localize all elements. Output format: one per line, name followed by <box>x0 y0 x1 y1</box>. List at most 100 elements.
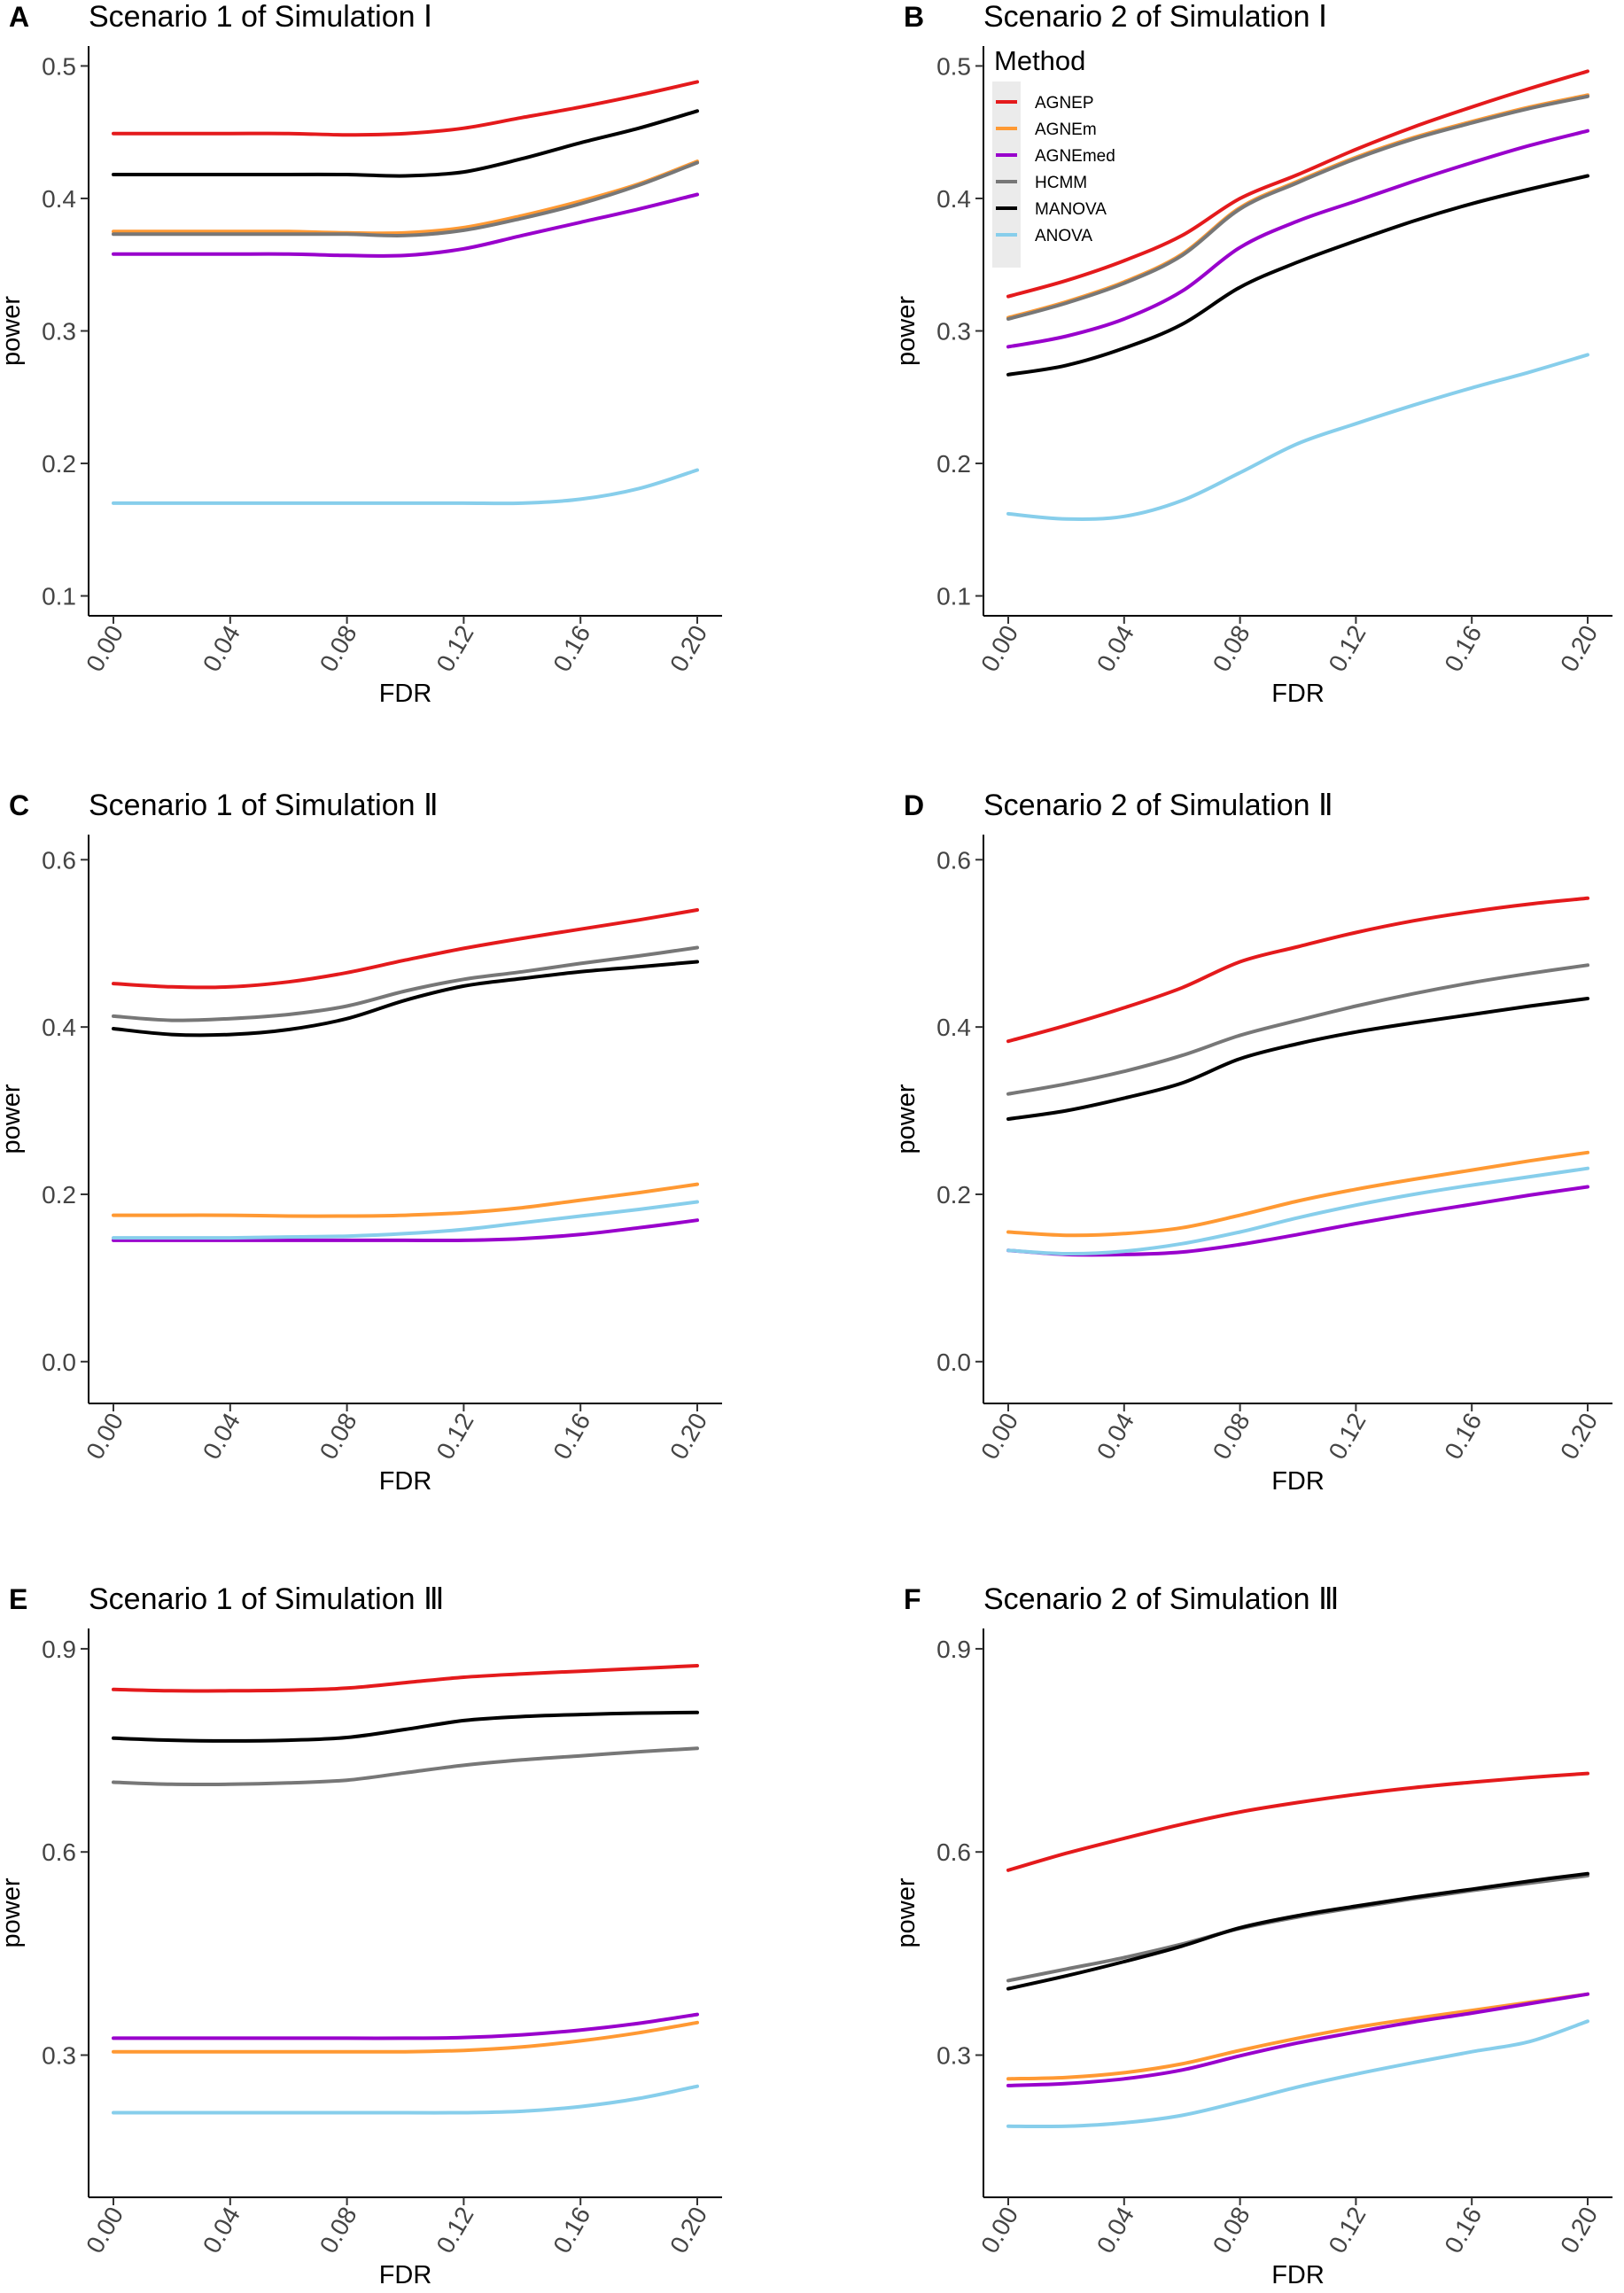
y-tick-label: 0.5 <box>42 52 76 80</box>
series-line-agnemed <box>1006 128 1589 349</box>
y-tick-label: 0.9 <box>42 1636 76 1663</box>
series-line-hcmm <box>112 945 699 1022</box>
panel-letter: A <box>9 1 29 33</box>
legend-key-background <box>992 82 1021 268</box>
x-tick-label: 0.12 <box>431 2203 478 2258</box>
series-line-agnep <box>1006 69 1589 299</box>
y-tick-label: 0.5 <box>936 52 971 80</box>
x-tick-label: 0.16 <box>548 1409 595 1465</box>
panel-letter: E <box>9 1583 27 1615</box>
panel-title: Scenario 2 of Simulation Ⅲ <box>983 1582 1339 1616</box>
y-tick-label: 0.3 <box>936 318 971 346</box>
series-line-hcmm <box>112 1746 699 1787</box>
panel-d: D Scenario 2 of Simulation Ⅱ 0.0 0.2 0.4 0.6 0… <box>892 789 1612 1496</box>
panel-letter: F <box>904 1583 921 1615</box>
y-tick-label: 0.3 <box>42 318 76 346</box>
x-tick-label: 0.16 <box>548 2203 595 2258</box>
y-tick-label: 0.6 <box>936 1838 971 1866</box>
x-tick-label: 0.20 <box>1555 2203 1603 2258</box>
series-line-agnep <box>112 80 699 137</box>
series-line-agnemed <box>112 192 699 258</box>
series-line-agnemed <box>1006 1992 1589 2087</box>
panel-title: Scenario 2 of Simulation Ⅰ <box>983 0 1327 34</box>
legend-label-agnemed: AGNEmed <box>1035 147 1115 166</box>
series-line-agnemed <box>112 1218 699 1243</box>
x-axis-title: FDR <box>1271 2261 1325 2289</box>
series-line-manova <box>112 109 699 178</box>
series-line-agnemed <box>112 2012 699 2040</box>
series-line-manova <box>1006 174 1589 377</box>
y-tick-label: 0.4 <box>936 185 971 213</box>
series-line-manova <box>112 960 699 1038</box>
y-tick-label: 0.0 <box>936 1349 971 1376</box>
x-tick-label: 0.16 <box>1439 2203 1487 2258</box>
y-tick-label: 0.9 <box>936 1636 971 1663</box>
legend-label-agnep: AGNEP <box>1035 94 1094 113</box>
series-line-agnemed <box>1006 1185 1589 1257</box>
x-tick-label: 0.00 <box>81 621 128 677</box>
y-tick-label: 0.6 <box>936 846 971 874</box>
y-tick-label: 0.3 <box>936 2042 971 2070</box>
panel-title: Scenario 1 of Simulation Ⅲ <box>89 1582 444 1616</box>
legend-label-manova: MANOVA <box>1035 200 1107 219</box>
legend-label-anova: ANOVA <box>1035 227 1092 245</box>
y-tick-label: 0.3 <box>42 2042 76 2070</box>
series-line-agnep <box>112 908 699 990</box>
panel-f: F Scenario 2 of Simulation Ⅲ 0.3 0.6 0.9 0.00… <box>892 1582 1612 2289</box>
x-tick-label: 0.00 <box>81 1409 128 1465</box>
series-line-hcmm <box>1006 94 1589 321</box>
y-tick-label: 0.0 <box>42 1349 76 1376</box>
panel-c: C Scenario 1 of Simulation Ⅱ 0.0 0.2 0.4 0.6 0… <box>0 789 722 1496</box>
x-tick-label: 0.16 <box>548 621 595 677</box>
series-line-hcmm <box>1006 963 1589 1096</box>
series-line-agnem <box>1006 1992 1589 2081</box>
y-axis-title: power <box>0 296 26 366</box>
x-tick-label: 0.04 <box>1092 1409 1139 1465</box>
y-tick-label: 0.6 <box>42 846 76 874</box>
x-axis-title: FDR <box>1271 1467 1325 1496</box>
x-tick-label: 0.12 <box>1323 2203 1371 2258</box>
series-line-anova <box>112 2084 699 2115</box>
x-tick-label: 0.08 <box>315 621 362 677</box>
legend-title: Method <box>994 45 1085 76</box>
x-tick-label: 0.20 <box>664 1409 712 1465</box>
y-tick-label: 0.2 <box>42 450 76 478</box>
panel-letter: C <box>9 789 29 821</box>
x-tick-label: 0.08 <box>1208 2203 1255 2258</box>
x-axis-title: FDR <box>379 680 432 708</box>
legend-label-agnem: AGNEm <box>1035 120 1097 139</box>
y-tick-label: 0.4 <box>936 1014 971 1041</box>
y-axis-title: power <box>892 1877 921 1947</box>
series-line-agnem <box>112 159 699 236</box>
series-line-agnep <box>1006 896 1589 1044</box>
series-line-agnem <box>1006 1150 1589 1238</box>
series-line-agnep <box>112 1664 699 1693</box>
x-tick-label: 0.04 <box>1092 621 1139 677</box>
x-tick-label: 0.04 <box>1092 2203 1139 2258</box>
panel-title: Scenario 2 of Simulation Ⅱ <box>983 789 1333 822</box>
x-tick-label: 0.12 <box>1323 1409 1371 1465</box>
panel-letter: D <box>904 789 924 821</box>
panel-a: A Scenario 1 of Simulation Ⅰ 0.1 0.2 0.3 0.4 0… <box>0 0 722 708</box>
y-axis-title: power <box>0 1877 26 1947</box>
x-tick-label: 0.04 <box>198 2203 245 2258</box>
y-tick-label: 0.2 <box>42 1181 76 1209</box>
x-tick-label: 0.08 <box>1208 621 1255 677</box>
x-axis-title: FDR <box>1271 680 1325 708</box>
y-tick-label: 0.2 <box>936 1181 971 1209</box>
x-tick-label: 0.20 <box>664 621 712 677</box>
series-line-anova <box>1006 1166 1589 1256</box>
y-axis-title: power <box>892 296 921 366</box>
series-line-hcmm <box>1006 1874 1589 1983</box>
y-tick-label: 0.1 <box>936 583 971 610</box>
x-tick-label: 0.00 <box>975 1409 1023 1465</box>
x-tick-label: 0.04 <box>198 1409 245 1465</box>
series-line-anova <box>1006 353 1589 522</box>
x-axis-title: FDR <box>379 2261 432 2289</box>
y-tick-label: 0.4 <box>42 1014 76 1041</box>
legend: Method AGNEP AGNEm AGNEmed HCMM MANOVA ANOVA <box>992 45 1115 268</box>
x-tick-label: 0.08 <box>315 2203 362 2258</box>
x-tick-label: 0.20 <box>1555 621 1603 677</box>
panel-title: Scenario 1 of Simulation Ⅰ <box>89 0 432 34</box>
